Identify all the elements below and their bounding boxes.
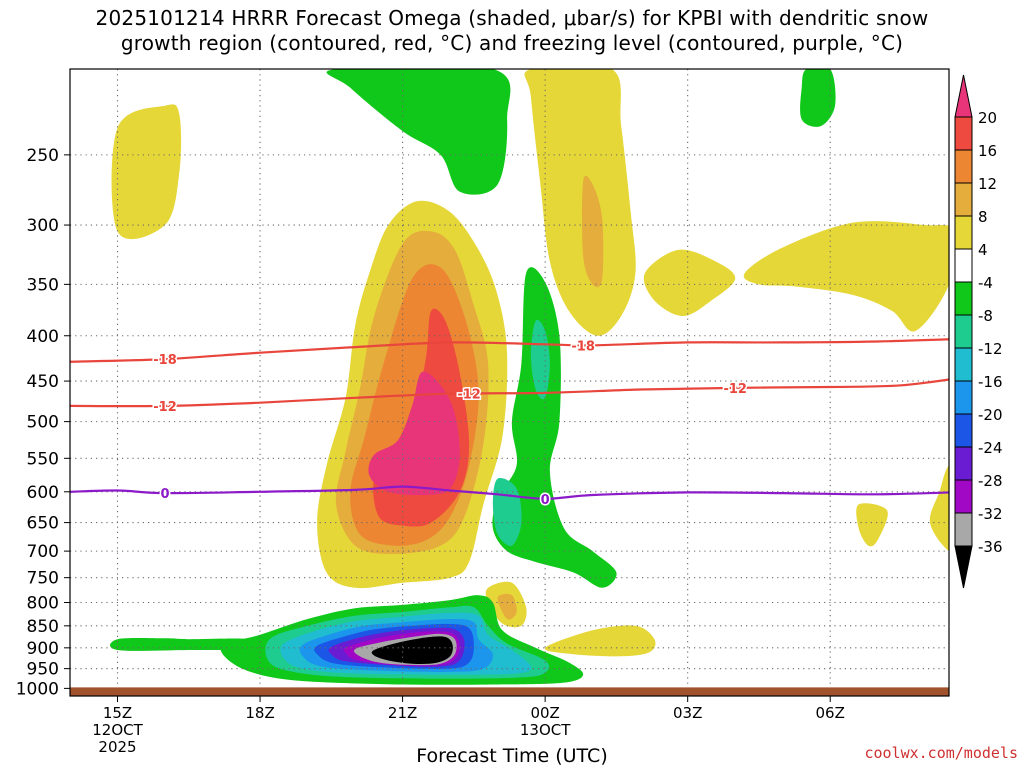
y-tick-label-450: 450 [27, 372, 59, 392]
freezing-level-label: 0 [541, 493, 550, 508]
colorbar-segment-6 [954, 281, 973, 316]
colorbar-segment-13 [954, 512, 973, 547]
colorbar-top-arrow [954, 74, 973, 118]
chart-title: 2025101214 HRRR Forecast Omega (shaded, … [0, 6, 1024, 56]
colorbar-label--8: -8 [978, 307, 993, 325]
colorbar-label--28: -28 [978, 472, 1003, 490]
omega-region-low-black [371, 636, 453, 665]
colorbar-label--32: -32 [978, 505, 1003, 523]
omega-region-yellow-right-1 [643, 249, 736, 316]
colorbar-label--20: -20 [978, 406, 1003, 424]
y-tick-label-300: 300 [27, 216, 59, 236]
y-tick-label-900: 900 [27, 639, 59, 659]
colorbar-segment-3 [954, 182, 973, 217]
minus12-isotherm-label: -12 [457, 388, 481, 403]
y-tick-label-700: 700 [27, 542, 59, 562]
colorbar-segment-7 [954, 314, 973, 349]
omega-region-yellow-far-right-1 [856, 503, 888, 547]
chart-title-line-2: growth region (contoured, red, °C) and f… [120, 31, 904, 55]
y-tick-label-350: 350 [27, 275, 59, 295]
y-axis: 2503003504004505005506006507007508008509… [16, 146, 70, 699]
y-tick-label-500: 500 [27, 413, 59, 433]
colorbar-label-12: 12 [978, 175, 997, 193]
colorbar-label-4: 4 [978, 241, 988, 259]
colorbar-label--36: -36 [978, 538, 1003, 556]
colorbar-label-20: 20 [978, 109, 997, 127]
omega-region-mid-green [492, 267, 617, 588]
colorbar-label--12: -12 [978, 340, 1003, 358]
contour-layer: -18 -18 -12 -12 -12 0 0 [70, 338, 949, 509]
colorbar-label-16: 16 [978, 142, 997, 160]
colorbar-segment-11 [954, 446, 973, 481]
y-tick-label-750: 750 [27, 569, 59, 589]
omega-region-upper-yellow-center [524, 69, 636, 336]
colorbar-segment-8 [954, 347, 973, 382]
y-tick-label-950: 950 [27, 660, 59, 680]
omega-region-yellow-right-2 [743, 221, 949, 332]
chart-title-line-1: 2025101214 HRRR Forecast Omega (shaded, … [95, 6, 929, 30]
y-tick-label-400: 400 [27, 327, 59, 347]
colorbar-segment-9 [954, 380, 973, 415]
omega-region-upper-orange-center [581, 175, 604, 288]
minus18-isotherm-label: -18 [571, 339, 595, 354]
x-tick-label-03Z: 03Z [673, 704, 702, 722]
omega-region-upper-yellow-left [111, 104, 182, 240]
y-tick-label-600: 600 [27, 483, 59, 503]
terrain-surface [70, 687, 949, 696]
omega-shading-layer [110, 69, 949, 685]
freezing-level-line [70, 485, 949, 500]
omega-region-yellow-far-right-2 [929, 465, 949, 552]
colorbar-label-8: 8 [978, 208, 988, 226]
colorbar-bottom-arrow [954, 545, 973, 589]
x-tick-label-21Z: 21Z [388, 704, 417, 722]
x-tick-label-00Z: 00Z [530, 704, 559, 722]
colorbar-segment-5 [954, 248, 973, 283]
y-tick-label-850: 850 [27, 617, 59, 637]
omega-region-low-orange-center [497, 593, 517, 620]
freezing-level-label: 0 [161, 487, 170, 502]
colorbar: 20 16 12 8 4 -4 -8 -12 -16 -20 -24 -28 -32 -36 [954, 74, 1003, 589]
colorbar-label--4: -4 [978, 274, 993, 292]
minus18-isotherm-line [70, 338, 949, 363]
x-tick-sublabel-13OCT: 13OCT [520, 721, 571, 739]
y-tick-label-1000: 1000 [16, 679, 59, 699]
y-tick-label-650: 650 [27, 514, 59, 534]
y-tick-label-550: 550 [27, 449, 59, 469]
y-tick-label-250: 250 [27, 146, 59, 166]
x-tick-sublabel-2025: 2025 [98, 738, 136, 756]
x-tick-label-06Z: 06Z [816, 704, 845, 722]
minus18-isotherm-label: -18 [153, 353, 177, 368]
colorbar-label--24: -24 [978, 439, 1003, 457]
colorbar-segment-12 [954, 479, 973, 514]
colorbar-segment-2 [954, 149, 973, 184]
colorbar-segment-4 [954, 215, 973, 250]
colorbar-segment-1 [954, 116, 973, 151]
y-tick-label-800: 800 [27, 594, 59, 614]
minus12-isotherm-label: -12 [723, 382, 747, 397]
omega-region-upper-green-small [800, 69, 836, 127]
x-tick-label-18Z: 18Z [245, 704, 274, 722]
terrain-layer [70, 687, 949, 696]
omega-region-main-magenta [368, 371, 460, 496]
omega-region-low-yellow-right [544, 625, 656, 657]
x-axis-title: Forecast Time (UTC) [416, 745, 608, 767]
plot-frame [69, 68, 950, 697]
x-tick-label-15Z: 15Z [103, 704, 132, 722]
credit-link[interactable]: coolwx.com/models [864, 744, 1018, 762]
minus12-isotherm-line [70, 378, 949, 408]
omega-region-upper-green [326, 69, 511, 195]
x-tick-sublabel-12OCT: 12OCT [92, 721, 143, 739]
colorbar-label--16: -16 [978, 373, 1003, 391]
minus12-isotherm-label: -12 [153, 400, 177, 415]
colorbar-segment-10 [954, 413, 973, 448]
